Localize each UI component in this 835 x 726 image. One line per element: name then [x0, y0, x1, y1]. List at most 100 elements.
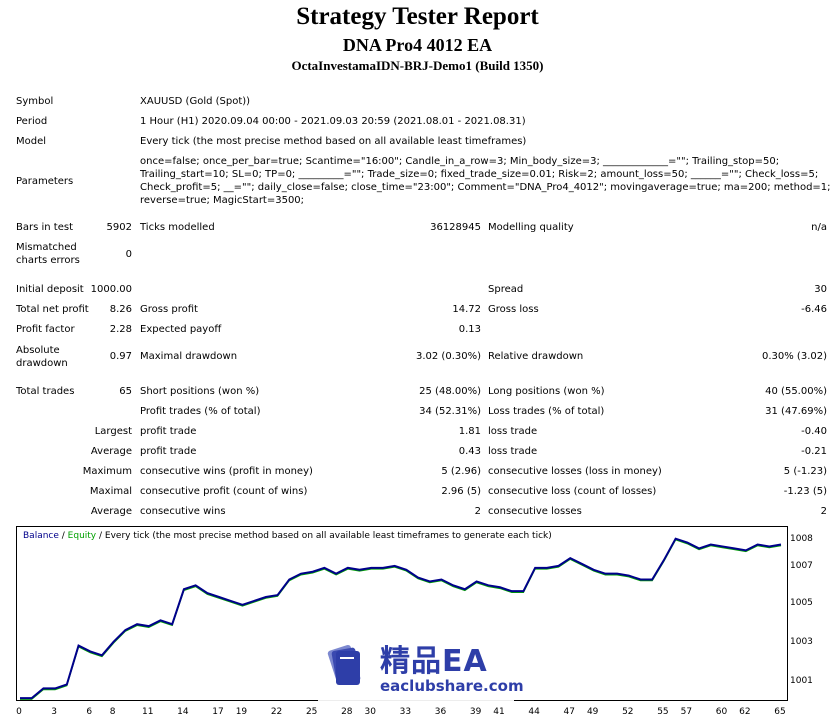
average-loss-label: loss trade: [488, 446, 538, 457]
x-tick-label: 55: [657, 707, 669, 717]
parameters-line: reverse=true; MagicStart=3500;: [140, 195, 305, 206]
x-tick-label: 44: [528, 707, 540, 717]
x-tick-label: 19: [235, 707, 248, 717]
max-wins-label: consecutive wins (profit in money): [140, 466, 313, 477]
symbol-value: XAUUSD (Gold (Spot)): [140, 96, 251, 107]
net-profit-label: Total net profit: [16, 304, 89, 315]
maximal-profit-label: consecutive profit (count of wins): [140, 486, 308, 497]
parameters-line: Check_profit=5; __=""; daily_close=false…: [140, 182, 831, 193]
legend-separator: /: [58, 531, 68, 541]
payoff-value: 0.13: [458, 324, 481, 335]
max-dd-value: 3.02 (0.30%): [415, 351, 481, 362]
average-loss-value: -0.21: [801, 446, 827, 457]
x-tick-label: 49: [586, 707, 599, 717]
x-tick-label: 47: [563, 707, 575, 717]
y-tick-label: 1001: [790, 675, 813, 686]
bars-value: 5902: [106, 222, 132, 233]
x-tick-label: 14: [177, 707, 189, 717]
maximal-loss-value: -1.23 (5): [783, 486, 827, 497]
average-label: Average: [90, 446, 132, 457]
total-trades-label: Total trades: [16, 386, 75, 397]
legend-balance: Balance: [23, 531, 59, 541]
spread-value: 30: [814, 284, 827, 295]
loss-trades-label: Loss trades (% of total): [488, 406, 605, 417]
profit-trades-label: Profit trades (% of total): [140, 406, 261, 417]
gross-loss-label: Gross loss: [488, 304, 539, 315]
ticks-label: Ticks modelled: [140, 222, 215, 233]
payoff-label: Expected payoff: [140, 324, 222, 335]
max-losses-value: 5 (-1.23): [783, 466, 827, 477]
y-tick-label: 1005: [790, 597, 813, 608]
x-tick-label: 6: [86, 707, 93, 717]
short-label: Short positions (won %): [140, 386, 260, 397]
x-tick-label: 65: [774, 707, 786, 717]
max-dd-label: Maximal drawdown: [140, 351, 238, 362]
mismatch-label: Mismatched: [16, 242, 77, 253]
abs-dd-label: drawdown: [16, 358, 68, 369]
ticks-value: 36128945: [430, 222, 481, 233]
x-tick-label: 39: [469, 707, 482, 717]
period-label: Period: [16, 116, 48, 127]
max-losses-label: consecutive losses (loss in money): [488, 466, 662, 477]
largest-loss-value: -0.40: [801, 426, 827, 437]
x-tick-label: 3: [51, 707, 57, 717]
x-tick-label: 8: [109, 707, 116, 717]
model-value: Every tick (the most precise method base…: [140, 136, 527, 147]
balance-chart: Balance / Equity / Every tick (the most …: [14, 524, 834, 726]
gross-loss-value: -6.46: [801, 304, 827, 315]
short-value: 25 (48.00%): [419, 386, 481, 397]
largest-profit-value: 1.81: [458, 426, 481, 437]
spread-label: Spread: [488, 284, 524, 295]
rel-dd-label: Relative drawdown: [488, 351, 584, 362]
book-logo-icon: [327, 644, 361, 685]
largest-profit-label: profit trade: [140, 426, 197, 437]
long-label: Long positions (won %): [488, 386, 605, 397]
loss-trades-value: 31 (47.69%): [765, 406, 827, 417]
profit-trades-value: 34 (52.31%): [419, 406, 481, 417]
y-tick-label: 1007: [790, 560, 813, 571]
x-tick-label: 62: [739, 707, 751, 717]
x-tick-label: 0: [16, 707, 22, 717]
x-tick-label: 25: [305, 707, 318, 717]
rel-dd-value: 0.30% (3.02): [761, 351, 827, 362]
y-tick-label: 1003: [790, 636, 813, 647]
average-profit-label: profit trade: [140, 446, 197, 457]
x-tick-label: 17: [212, 707, 224, 717]
x-tick-label: 11: [142, 707, 154, 717]
watermark-url: eaclubshare.com: [380, 677, 524, 695]
mismatch-value: 0: [125, 249, 132, 260]
report-title: Strategy Tester Report: [296, 3, 539, 30]
symbol-label: Symbol: [16, 96, 54, 107]
gross-profit-label: Gross profit: [140, 304, 198, 315]
profit-factor-value: 2.28: [109, 324, 132, 335]
maximal-label: Maximal: [89, 486, 132, 497]
bars-label: Bars in test: [16, 222, 73, 233]
x-tick-label: 41: [493, 707, 505, 717]
parameters-label: Parameters: [16, 176, 74, 187]
parameters-line: once=false; once_per_bar=true; Scantime=…: [140, 156, 780, 167]
legend-equity: Equity: [67, 531, 97, 541]
parameters-line: Trailing_start=10; SL=0; TP=0; _________…: [140, 169, 819, 180]
x-tick-label: 28: [341, 707, 353, 717]
deposit-value: 1000.00: [90, 284, 132, 295]
x-tick-label: 57: [680, 707, 693, 717]
max-wins-value: 5 (2.96): [441, 466, 481, 477]
quality-label: Modelling quality: [488, 222, 574, 233]
account-build: OctaInvestamaIDN-BRJ-Demo1 (Build 1350): [291, 58, 544, 73]
largest-loss-label: loss trade: [488, 426, 538, 437]
abs-dd-value: 0.97: [109, 351, 132, 362]
maximum-label: Maximum: [82, 466, 132, 477]
model-label: Model: [16, 136, 47, 147]
avg-wins-label: consecutive wins: [140, 506, 226, 517]
watermark: 精品EA eaclubshare.com: [318, 637, 524, 701]
average-profit-value: 0.43: [458, 446, 481, 457]
net-profit-value: 8.26: [109, 304, 132, 315]
avg-wins-value: 2: [474, 506, 481, 517]
long-value: 40 (55.00%): [765, 386, 827, 397]
abs-dd-label: Absolute: [16, 345, 60, 356]
maximal-loss-label: consecutive loss (count of losses): [488, 486, 657, 497]
quality-value: n/a: [811, 222, 827, 233]
legend-description: / Every tick (the most precise method ba…: [96, 531, 552, 541]
avg-losses-value: 2: [820, 506, 827, 517]
chart-plot: [20, 537, 782, 700]
